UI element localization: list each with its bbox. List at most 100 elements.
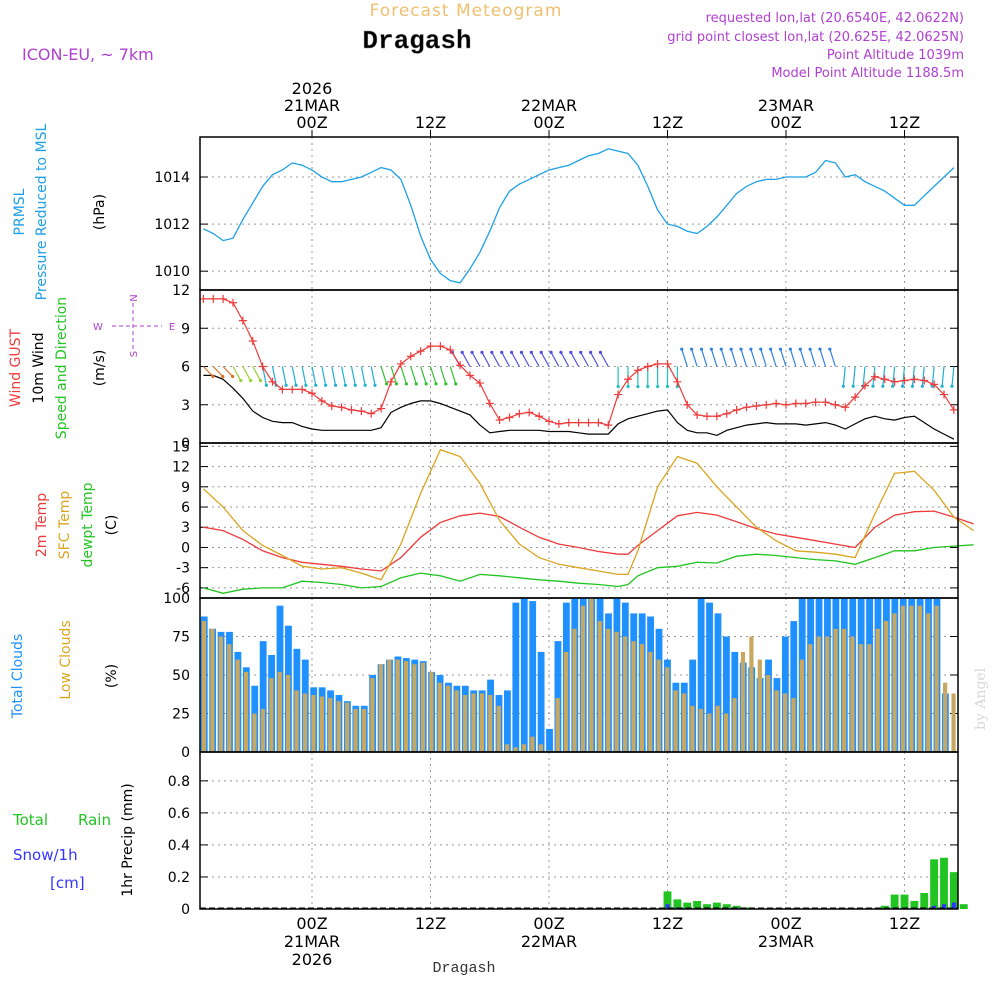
wind-gust-marker: [624, 375, 632, 384]
wind-arrow: [222, 366, 234, 377]
wind-gust-marker: [653, 359, 662, 368]
total-clouds-bar: [790, 621, 798, 752]
wind-arrow-head: [636, 384, 640, 389]
rain-bar: [742, 907, 751, 909]
wind-gust-marker: [574, 418, 583, 427]
wind-arrow-head: [258, 379, 263, 383]
wind-arrow: [700, 348, 708, 367]
low-clouds-bar: [799, 659, 805, 752]
bottom-time-label: 21MAR: [284, 932, 340, 951]
total-clouds-bar: [259, 641, 267, 752]
wind-gust-marker: [268, 377, 277, 386]
low-clouds-bar: [766, 675, 771, 752]
snow-bar: [942, 904, 946, 909]
wind-arrow: [770, 348, 777, 367]
wind-gust-marker: [525, 408, 534, 417]
low-clouds-bar: [782, 693, 788, 752]
bottom-time-label: 23MAR: [758, 932, 814, 951]
wind-gust-marker: [604, 421, 613, 430]
wind-arrow: [750, 348, 757, 367]
wind-arrow-head: [656, 384, 660, 389]
wind-arrow-head: [549, 350, 553, 354]
low-clouds-bar: [429, 671, 434, 752]
compass-rose: N S W E: [93, 294, 175, 357]
y-tick-label: 75: [172, 630, 190, 646]
wind-arrow-head: [434, 382, 438, 386]
wind-arrow-head: [519, 350, 524, 354]
y-tick-label: 0.6: [168, 806, 190, 822]
wind-arrow-head: [353, 383, 357, 387]
bottom-time-label: 00Z: [770, 914, 801, 933]
wind-arrow-head: [529, 350, 533, 354]
bottom-time-label: 12Z: [889, 914, 920, 933]
wind-arrow-head: [749, 347, 753, 351]
wind-arrow-head: [798, 347, 802, 351]
wind-arrow: [691, 348, 698, 367]
low-clouds-bar: [243, 671, 249, 752]
wind-gust-marker: [633, 366, 642, 375]
wind-arrow-head: [284, 383, 288, 387]
top-time-label: 00Z: [770, 113, 801, 132]
wind-arrow-head: [314, 383, 318, 387]
total-clouds-bar: [714, 613, 722, 752]
total-clouds-bar: [529, 601, 537, 752]
wind-arrow: [951, 366, 955, 387]
top-time-label: 12Z: [889, 113, 920, 132]
low-clouds-bar: [454, 690, 459, 752]
wind-gust-marker: [436, 342, 445, 351]
y-tick-label: 1014: [154, 170, 190, 186]
wind-arrow-head: [500, 350, 504, 354]
wind-arrow: [740, 348, 748, 367]
y-tick-label: 3: [181, 520, 190, 536]
wind-arrow-head: [719, 347, 723, 351]
y-tick-label: 9: [181, 321, 190, 337]
wind-arrow: [560, 352, 570, 367]
wind-arrow-head: [460, 350, 464, 354]
wind-arrow-head: [665, 384, 670, 389]
snow-bar: [932, 905, 937, 909]
wind-gust-marker: [337, 403, 346, 412]
wind-gust-marker: [416, 347, 425, 356]
rain-bar: [910, 900, 919, 909]
wind-arrow: [580, 352, 590, 367]
low-clouds-bar: [850, 636, 855, 752]
wind-gust-marker: [762, 400, 771, 409]
wind-arrow-head: [950, 384, 954, 388]
bottom-time-label: 00Z: [296, 914, 327, 933]
low-clouds-bar: [631, 641, 636, 752]
compass-north: N: [129, 294, 140, 301]
wind-arrow: [799, 348, 807, 367]
wind-gust-marker: [841, 403, 850, 412]
low-clouds-bar: [951, 693, 956, 752]
low-clouds-bar: [884, 621, 889, 752]
precip-snow-label: Snow/1h: [13, 846, 78, 864]
y-tick-label: 6: [181, 360, 190, 376]
wind-arrow-head: [920, 384, 924, 388]
top-time-label: 12Z: [652, 113, 683, 132]
wind-arrow: [291, 366, 297, 386]
requested-coords: requested lon,lat (20.6540E, 42.0622N): [706, 11, 964, 26]
low-clouds-bar: [639, 644, 645, 752]
wind-arrow-head: [470, 350, 474, 354]
wind-gust-marker: [851, 393, 860, 402]
wind-arrow-head: [588, 350, 593, 354]
low-clouds-bar: [909, 605, 914, 752]
wind-arrow-head: [680, 347, 684, 351]
total-clouds-bar: [504, 690, 511, 752]
wind-gust-marker: [298, 385, 307, 394]
wind-gust-marker: [930, 380, 939, 389]
rain-bar: [940, 857, 948, 909]
wind-unit-label: (m/s): [92, 350, 108, 387]
wind-arrow-head: [394, 382, 399, 386]
wind-arrow: [862, 366, 866, 387]
rain-bar: [959, 904, 968, 909]
wind-arrow-head: [264, 383, 268, 387]
wind-arrow: [941, 366, 945, 387]
wind-gust-marker: [446, 345, 455, 354]
wind-gust-marker: [219, 294, 228, 303]
wind-arrow-head: [910, 384, 915, 388]
low-clouds-bar: [345, 702, 350, 752]
wind-gust-marker: [949, 405, 958, 414]
